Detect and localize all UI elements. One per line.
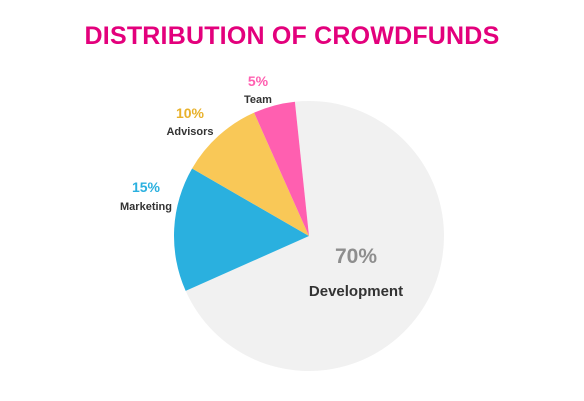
slice-name-team: Team (244, 94, 272, 106)
pie-slices (174, 101, 444, 372)
pie-labels: 70% Development 15% Marketing 10% Advisors 5% T… (120, 73, 403, 300)
slice-percent-marketing: 15% (132, 179, 161, 195)
slice-name-development: Development (309, 283, 403, 300)
slice-name-marketing: Marketing (120, 201, 172, 213)
slice-percent-development: 70% (335, 245, 377, 268)
slice-percent-advisors: 10% (176, 105, 205, 121)
chart-title: DISTRIBUTION OF CROWDFUNDS (84, 22, 500, 50)
slice-name-advisors: Advisors (166, 126, 213, 138)
pie-slice-advisors (192, 112, 309, 236)
pie-slice-development (185, 101, 444, 372)
pie-slice-team (254, 101, 309, 237)
pie-slice-marketing (174, 168, 309, 291)
slice-percent-team: 5% (248, 73, 269, 89)
